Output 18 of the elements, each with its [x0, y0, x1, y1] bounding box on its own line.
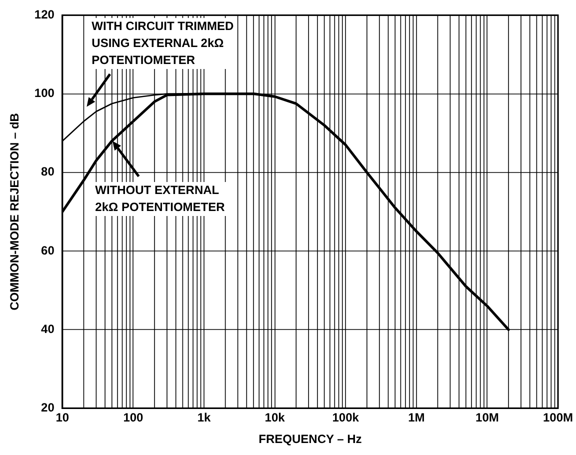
y-tick-label: 100	[34, 86, 55, 100]
x-tick-label: 10k	[264, 410, 286, 425]
y-axis-title: COMMON-MODE REJECTION – dB	[8, 112, 22, 310]
x-tick-label: 1M	[408, 410, 425, 425]
x-tick-label: 100	[123, 410, 144, 425]
x-tick-label: 100k	[332, 410, 360, 425]
x-tick-label: 10	[56, 410, 70, 425]
x-tick-label: 100M	[542, 410, 574, 425]
x-axis-title: FREQUENCY – Hz	[258, 432, 362, 446]
y-tick-label: 120	[34, 8, 55, 22]
y-tick-label: 60	[41, 243, 55, 258]
y-tick-label: 20	[41, 400, 55, 415]
x-tick-label: 10M	[476, 410, 499, 425]
annotation: WITH CIRCUIT TRIMMED USING EXTERNAL 2kΩ POTENTIOMETER	[90, 18, 236, 70]
y-tick-label: 80	[41, 164, 55, 179]
y-tick-label: 40	[41, 322, 55, 336]
annotation: WITHOUT EXTERNAL 2kΩ POTENTIOMETER	[93, 182, 227, 216]
x-tick-label: 1k	[197, 410, 212, 425]
